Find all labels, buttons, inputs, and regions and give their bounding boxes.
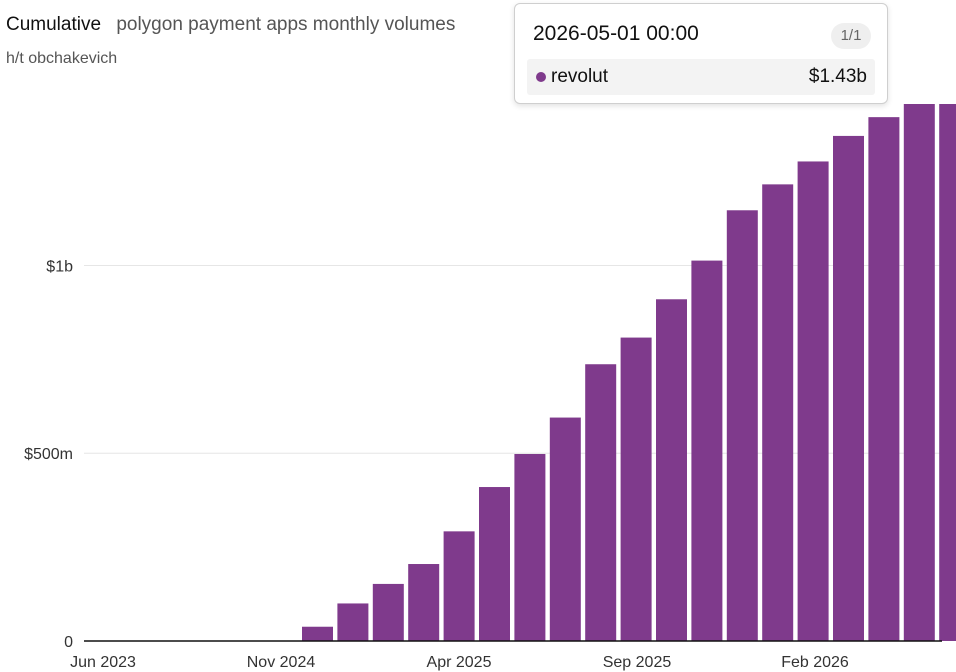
tooltip-series-row: revolut $1.43b [527,59,875,95]
x-tick-label: Sep 2025 [603,654,672,671]
bar[interactable] [797,161,829,641]
bar[interactable] [939,104,956,641]
bar[interactable] [443,531,475,641]
bar[interactable] [479,487,510,641]
chart-title: Cumulative [6,14,102,35]
bar[interactable] [302,626,333,641]
tooltip-page-indicator: 1/1 [831,23,871,49]
bar[interactable] [762,184,794,641]
bar[interactable] [408,564,440,641]
x-tick-label: Feb 2026 [781,654,849,671]
bar[interactable] [656,299,687,641]
bars [302,104,956,641]
y-tick-label: $1b [46,258,73,275]
x-tick-label: Nov 2024 [247,654,316,671]
chart-subtitle: polygon payment apps monthly volumes [116,14,456,35]
tooltip-date: 2026-05-01 00:00 [533,22,699,45]
bar[interactable] [833,135,864,641]
bar[interactable] [372,583,404,641]
bar[interactable] [549,417,581,641]
chart-credit: h/t obchakevich [6,50,118,67]
bar[interactable] [514,453,546,641]
bar[interactable] [585,364,617,641]
series-color-dot-icon [536,72,546,82]
x-tick-label: Apr 2025 [427,654,492,671]
bar[interactable] [337,603,369,641]
tooltip-series-value: $1.43b [808,66,867,87]
bar[interactable] [620,337,652,641]
y-tick-labels: 0 $500m $1b [24,258,73,651]
x-tick-labels: Jun 2023 Nov 2024 Apr 2025 Sep 2025 Feb 2026 [70,654,849,671]
bar[interactable] [903,104,935,641]
y-tick-label: 0 [64,634,73,651]
chart-title-row: Cumulative polygon payment apps monthly … [6,14,455,36]
y-tick-label: $500m [24,446,73,463]
bar[interactable] [691,260,723,641]
bar[interactable] [868,117,900,641]
x-tick-label: Jun 2023 [70,654,136,671]
hover-tooltip: 2026-05-01 00:00 1/1 revolut $1.43b [514,3,888,104]
bar[interactable] [726,210,758,641]
tooltip-series-name: revolut [551,66,609,87]
